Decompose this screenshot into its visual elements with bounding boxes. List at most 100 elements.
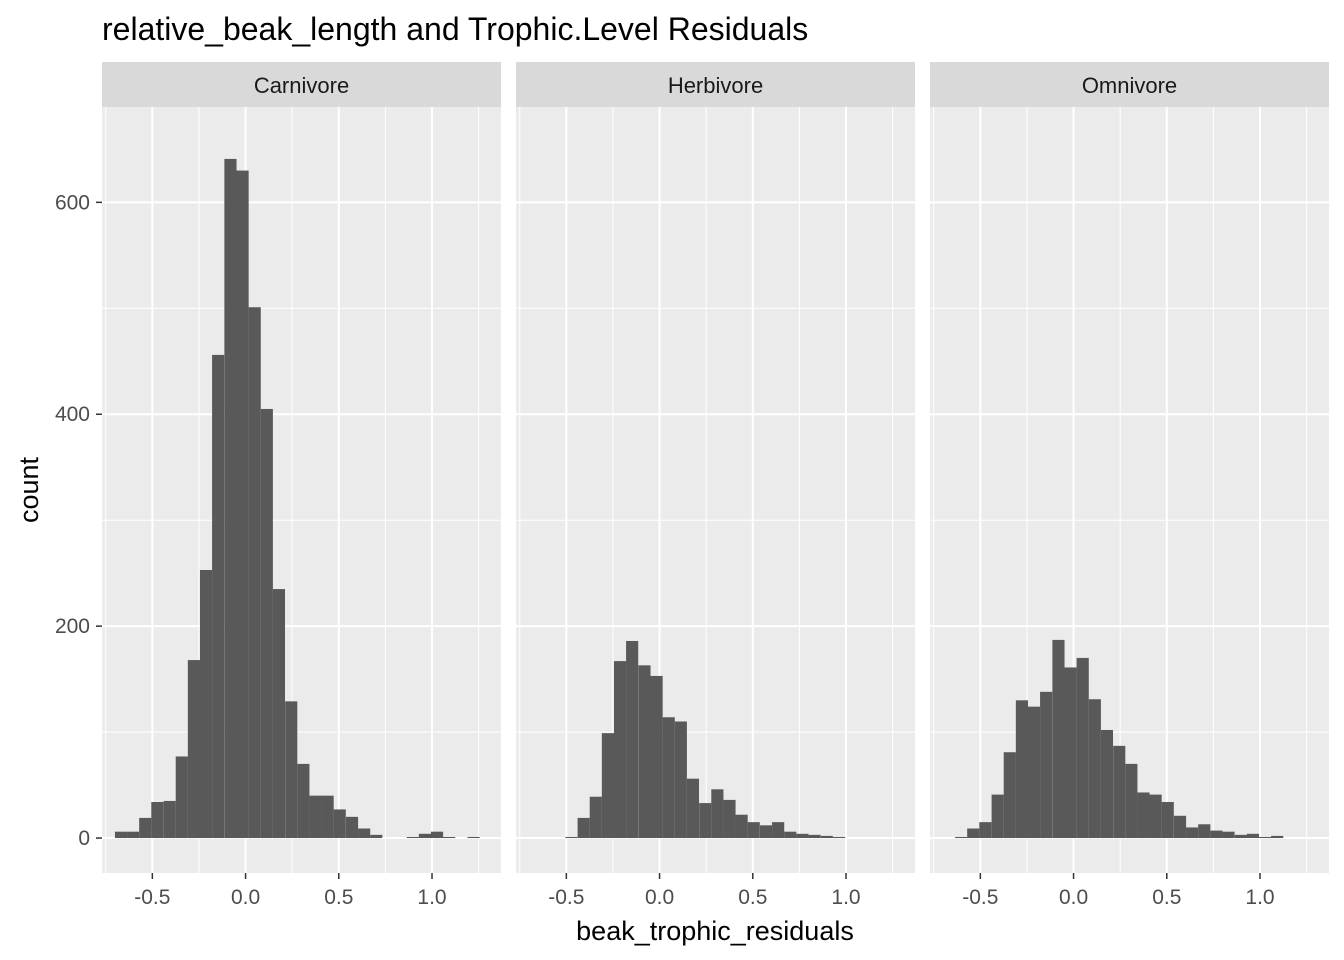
histogram-bar — [979, 822, 992, 839]
histogram-bar — [1271, 835, 1284, 839]
histogram-bar — [260, 408, 273, 839]
histogram-bar — [370, 834, 383, 839]
histogram-bar — [967, 828, 980, 839]
facet-strip — [930, 62, 1329, 107]
histogram-bar — [955, 836, 968, 839]
histogram-bar — [662, 717, 675, 839]
histogram-bar — [1052, 639, 1065, 839]
histogram-bar — [1113, 745, 1126, 839]
histogram-bar — [1015, 700, 1028, 839]
histogram-bar — [1125, 763, 1138, 839]
histogram-bar — [187, 660, 200, 839]
histogram-bar — [1100, 729, 1114, 839]
histogram-bar — [699, 803, 712, 839]
x-tick-label: -0.5 — [548, 886, 584, 909]
histogram-bar — [723, 799, 736, 839]
x-tick-label: 1.0 — [831, 886, 860, 909]
x-tick-label: 1.0 — [1245, 886, 1274, 909]
histogram-bar — [175, 756, 188, 839]
histogram-bar — [747, 822, 760, 839]
facet-strip-label: Omnivore — [1082, 73, 1177, 98]
histogram-bar — [467, 836, 480, 839]
histogram-bar — [1027, 706, 1041, 839]
histogram-bar — [638, 665, 651, 839]
x-tick-label: 0.0 — [1059, 886, 1088, 909]
gridlines — [930, 107, 1329, 873]
histogram-bar — [1161, 802, 1174, 839]
facets: Carnivore Herbivore Omnivore — [102, 62, 1329, 873]
histogram-bar — [601, 733, 614, 839]
histogram-bars — [955, 639, 1284, 839]
histogram-bar — [613, 661, 627, 839]
histogram-bar — [1234, 834, 1247, 839]
histogram-bar — [772, 822, 785, 839]
x-tick-label: 0.5 — [324, 886, 353, 909]
histogram-bar — [345, 816, 359, 839]
facet-herbivore: Herbivore — [516, 62, 915, 873]
histogram-bar — [1064, 667, 1077, 839]
histogram-bar — [589, 796, 602, 839]
x-tick-label: -0.5 — [962, 886, 998, 909]
histogram-bar — [820, 835, 833, 839]
histogram-bar — [358, 828, 371, 839]
histogram-bar — [650, 675, 663, 839]
chart-title: relative_beak_length and Trophic.Level R… — [102, 11, 808, 47]
histogram-bar — [309, 795, 322, 839]
histogram-bar — [418, 833, 432, 839]
facet-carnivore: Carnivore — [102, 62, 501, 873]
histogram-bar — [1137, 792, 1150, 839]
histogram-bar — [199, 569, 213, 839]
histogram-bar — [163, 800, 176, 839]
x-axes: -0.5 0.0 0.5 1.0 -0.5 0.0 0.5 1.0 -0.5 0.0 0.5 1.0 — [134, 873, 1275, 909]
panel-background — [930, 107, 1329, 873]
histogram-bar — [1088, 699, 1101, 839]
y-axis-title: count — [14, 456, 44, 523]
histogram-bar — [224, 158, 237, 839]
histogram-bar — [285, 701, 298, 839]
histogram-bar — [430, 831, 444, 839]
facet-omnivore: Omnivore — [930, 62, 1329, 873]
histogram-bar — [626, 640, 639, 839]
y-tick-label: 400 — [55, 403, 90, 426]
histogram-bar — [808, 834, 821, 839]
histogram-bar — [212, 354, 225, 839]
x-tick-label: 0.5 — [1152, 886, 1181, 909]
x-tick-label: 0.5 — [738, 886, 767, 909]
facet-strip-label: Carnivore — [254, 73, 349, 98]
histogram-bars — [565, 640, 846, 839]
facet-strip — [516, 62, 915, 107]
histogram-bar — [991, 794, 1004, 839]
histogram-bar — [333, 809, 346, 839]
x-axis-title: beak_trophic_residuals — [576, 916, 854, 946]
histogram-bar — [759, 825, 773, 839]
histogram-bar — [1198, 824, 1211, 839]
histogram-bar — [674, 721, 687, 839]
y-tick-label: 200 — [55, 615, 90, 638]
histogram-bar — [114, 831, 128, 839]
facet-strip-label: Herbivore — [668, 73, 763, 98]
panel-background — [102, 107, 501, 873]
histogram-bar — [577, 817, 590, 839]
histogram-bar — [1186, 827, 1199, 839]
histogram-bar — [832, 836, 846, 839]
histogram-bar — [1040, 691, 1053, 839]
x-tick-label: 0.0 — [231, 886, 260, 909]
histogram-bar — [127, 831, 140, 839]
histogram-bar — [1258, 836, 1272, 839]
x-tick-label: 0.0 — [645, 886, 674, 909]
histogram-bar — [236, 170, 249, 839]
histogram-bar — [272, 589, 286, 839]
histogram-bar — [711, 789, 724, 839]
histogram-bar — [735, 814, 748, 839]
facet-strip — [102, 62, 501, 107]
histogram-bar — [406, 836, 419, 839]
histogram-bar — [321, 795, 334, 839]
histogram-bar — [686, 778, 700, 839]
histogram-bar — [1210, 830, 1223, 839]
x-tick-label: 1.0 — [417, 886, 446, 909]
histogram-bar — [1076, 657, 1089, 839]
histogram-bar — [248, 307, 261, 839]
histogram-bar — [151, 802, 164, 839]
y-axis: 0 200 400 600 — [55, 191, 102, 850]
